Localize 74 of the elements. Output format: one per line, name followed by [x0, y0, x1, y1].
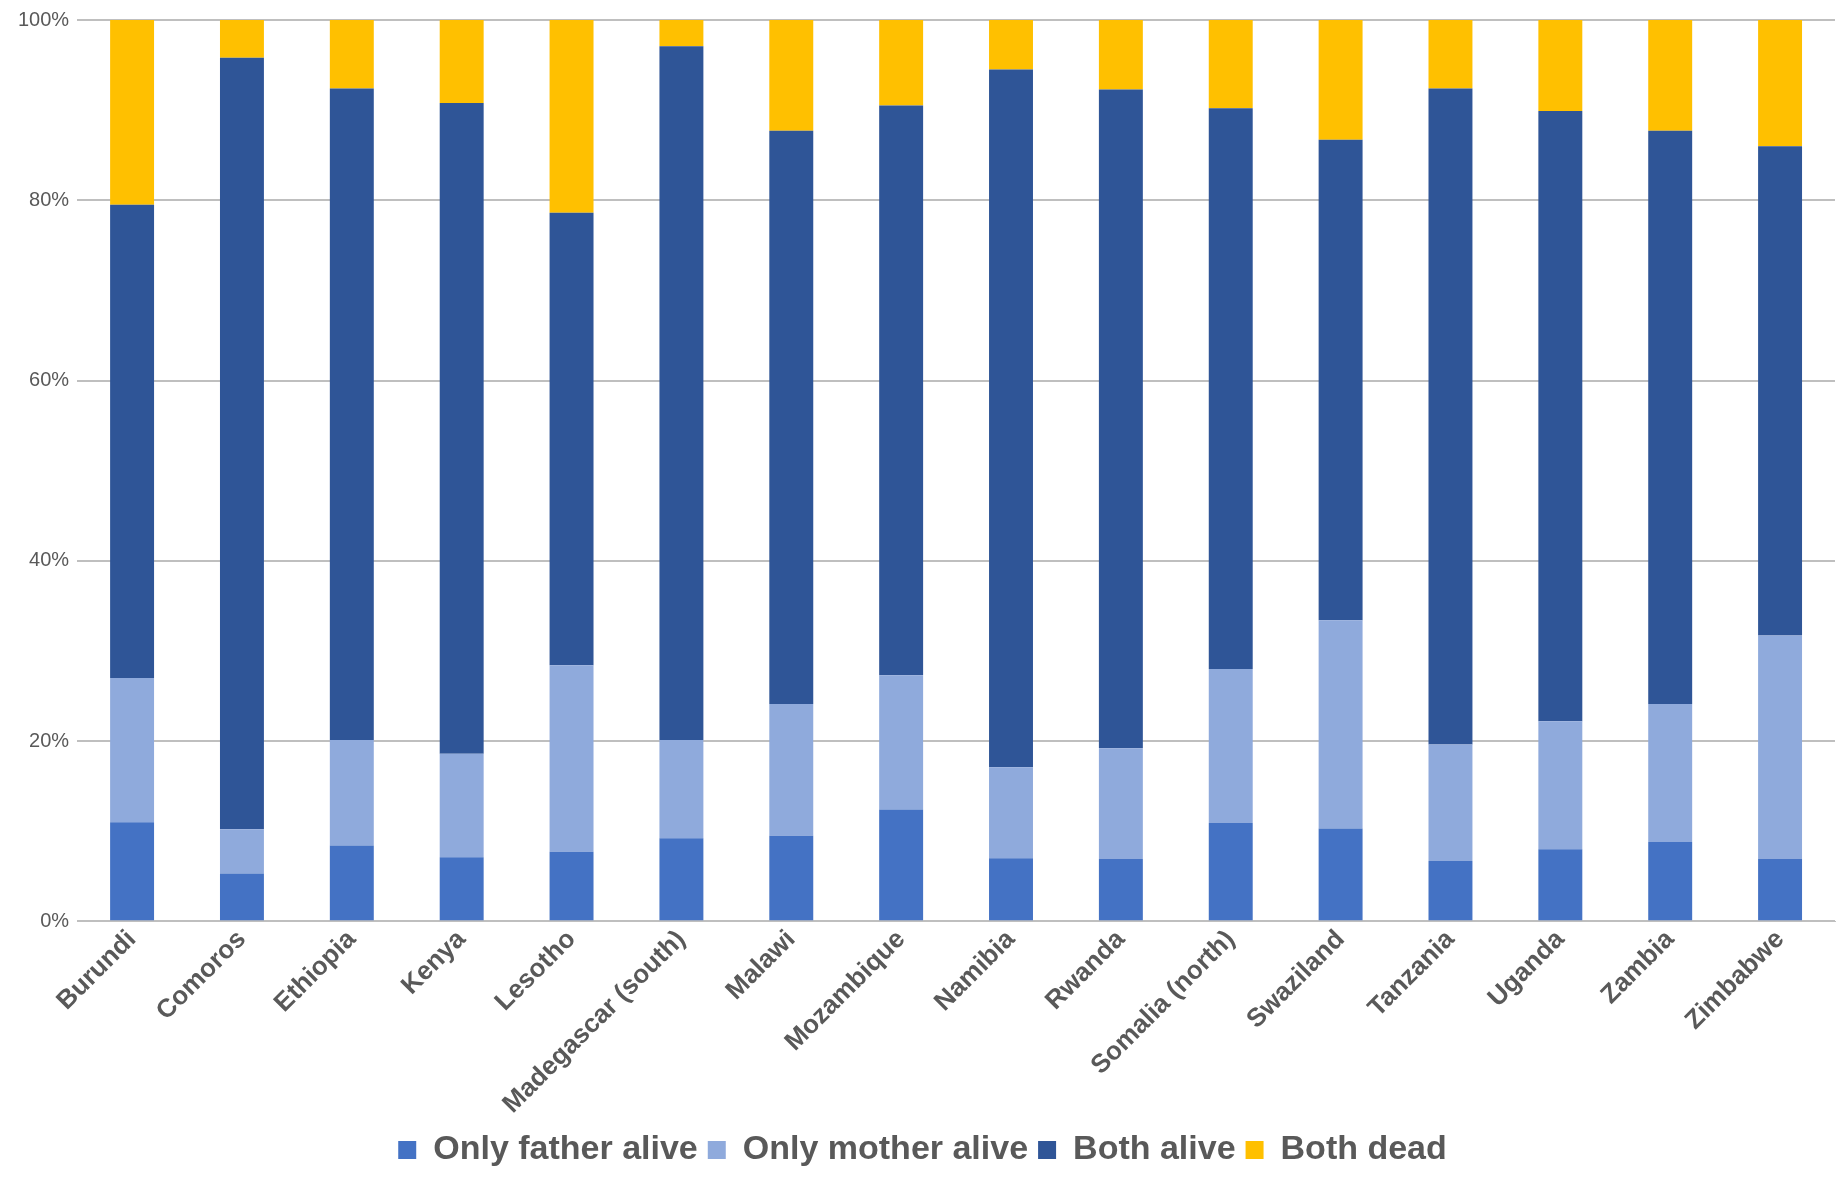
- bar: [1758, 635, 1803, 860]
- bar: [549, 851, 594, 921]
- bar: [1428, 20, 1473, 89]
- bar: [1208, 668, 1253, 824]
- bar: [219, 20, 264, 58]
- bar: [1538, 721, 1583, 850]
- legend-label: Both dead: [1280, 1128, 1447, 1167]
- bar: [769, 835, 814, 921]
- bar: [989, 20, 1033, 70]
- legend-label: Both alive: [1073, 1128, 1236, 1167]
- bar: [1318, 620, 1363, 829]
- bar: [659, 20, 704, 47]
- bar: [769, 130, 814, 705]
- bar: [769, 704, 814, 836]
- bar: [1318, 139, 1363, 621]
- bar: [219, 829, 264, 874]
- bar: [879, 105, 924, 676]
- bar: [1428, 744, 1473, 861]
- bar: [879, 20, 924, 106]
- bar: [989, 858, 1033, 921]
- bar: [989, 69, 1033, 768]
- bar: [219, 873, 264, 921]
- bar: [1318, 828, 1363, 921]
- bar: [110, 822, 155, 921]
- bar: [549, 20, 594, 213]
- bar: [1208, 20, 1253, 109]
- bar: [549, 665, 594, 852]
- legend-label: Only mother alive: [742, 1128, 1029, 1167]
- bar: [659, 46, 704, 741]
- bar: [110, 677, 155, 823]
- bar: [1098, 20, 1143, 90]
- bar: [329, 20, 374, 89]
- bar: [879, 809, 924, 921]
- bar: [1428, 860, 1473, 921]
- bar: [110, 20, 155, 205]
- bar: [659, 740, 704, 839]
- bar: [1428, 88, 1473, 745]
- bar: [1098, 89, 1143, 749]
- bar: [439, 857, 484, 921]
- bar: [1758, 20, 1803, 147]
- bar: [329, 740, 374, 846]
- bar: [1538, 111, 1583, 722]
- y-tick-label: 40%: [29, 548, 70, 571]
- bar: [110, 204, 155, 678]
- bar: [1208, 108, 1253, 669]
- bar: [1098, 859, 1143, 921]
- bar: [1538, 849, 1583, 921]
- bar: [439, 20, 484, 103]
- bar: [1648, 130, 1693, 705]
- bar: [1538, 20, 1583, 112]
- bar: [329, 845, 374, 921]
- bar: [1648, 704, 1693, 842]
- legend-label: Only father alive: [433, 1128, 698, 1167]
- bar: [1208, 823, 1253, 921]
- bar: [659, 838, 704, 921]
- bar: [329, 88, 374, 741]
- bar: [1318, 20, 1363, 140]
- bar: [549, 212, 594, 666]
- y-tick-label: 20%: [29, 728, 70, 751]
- bar: [439, 753, 484, 858]
- bar: [989, 767, 1033, 859]
- bar: [1648, 841, 1693, 921]
- bar: [219, 57, 264, 830]
- bar: [879, 675, 924, 810]
- bar: [1648, 20, 1693, 131]
- y-tick-label: 100%: [18, 7, 70, 30]
- y-tick-label: 80%: [29, 187, 70, 210]
- bar: [439, 102, 484, 754]
- y-tick-label: 60%: [29, 368, 70, 391]
- bar: [1758, 859, 1803, 921]
- bar: [769, 20, 814, 131]
- bar: [1758, 146, 1803, 636]
- bar: [1098, 748, 1143, 860]
- y-tick-label: 0%: [40, 908, 70, 931]
